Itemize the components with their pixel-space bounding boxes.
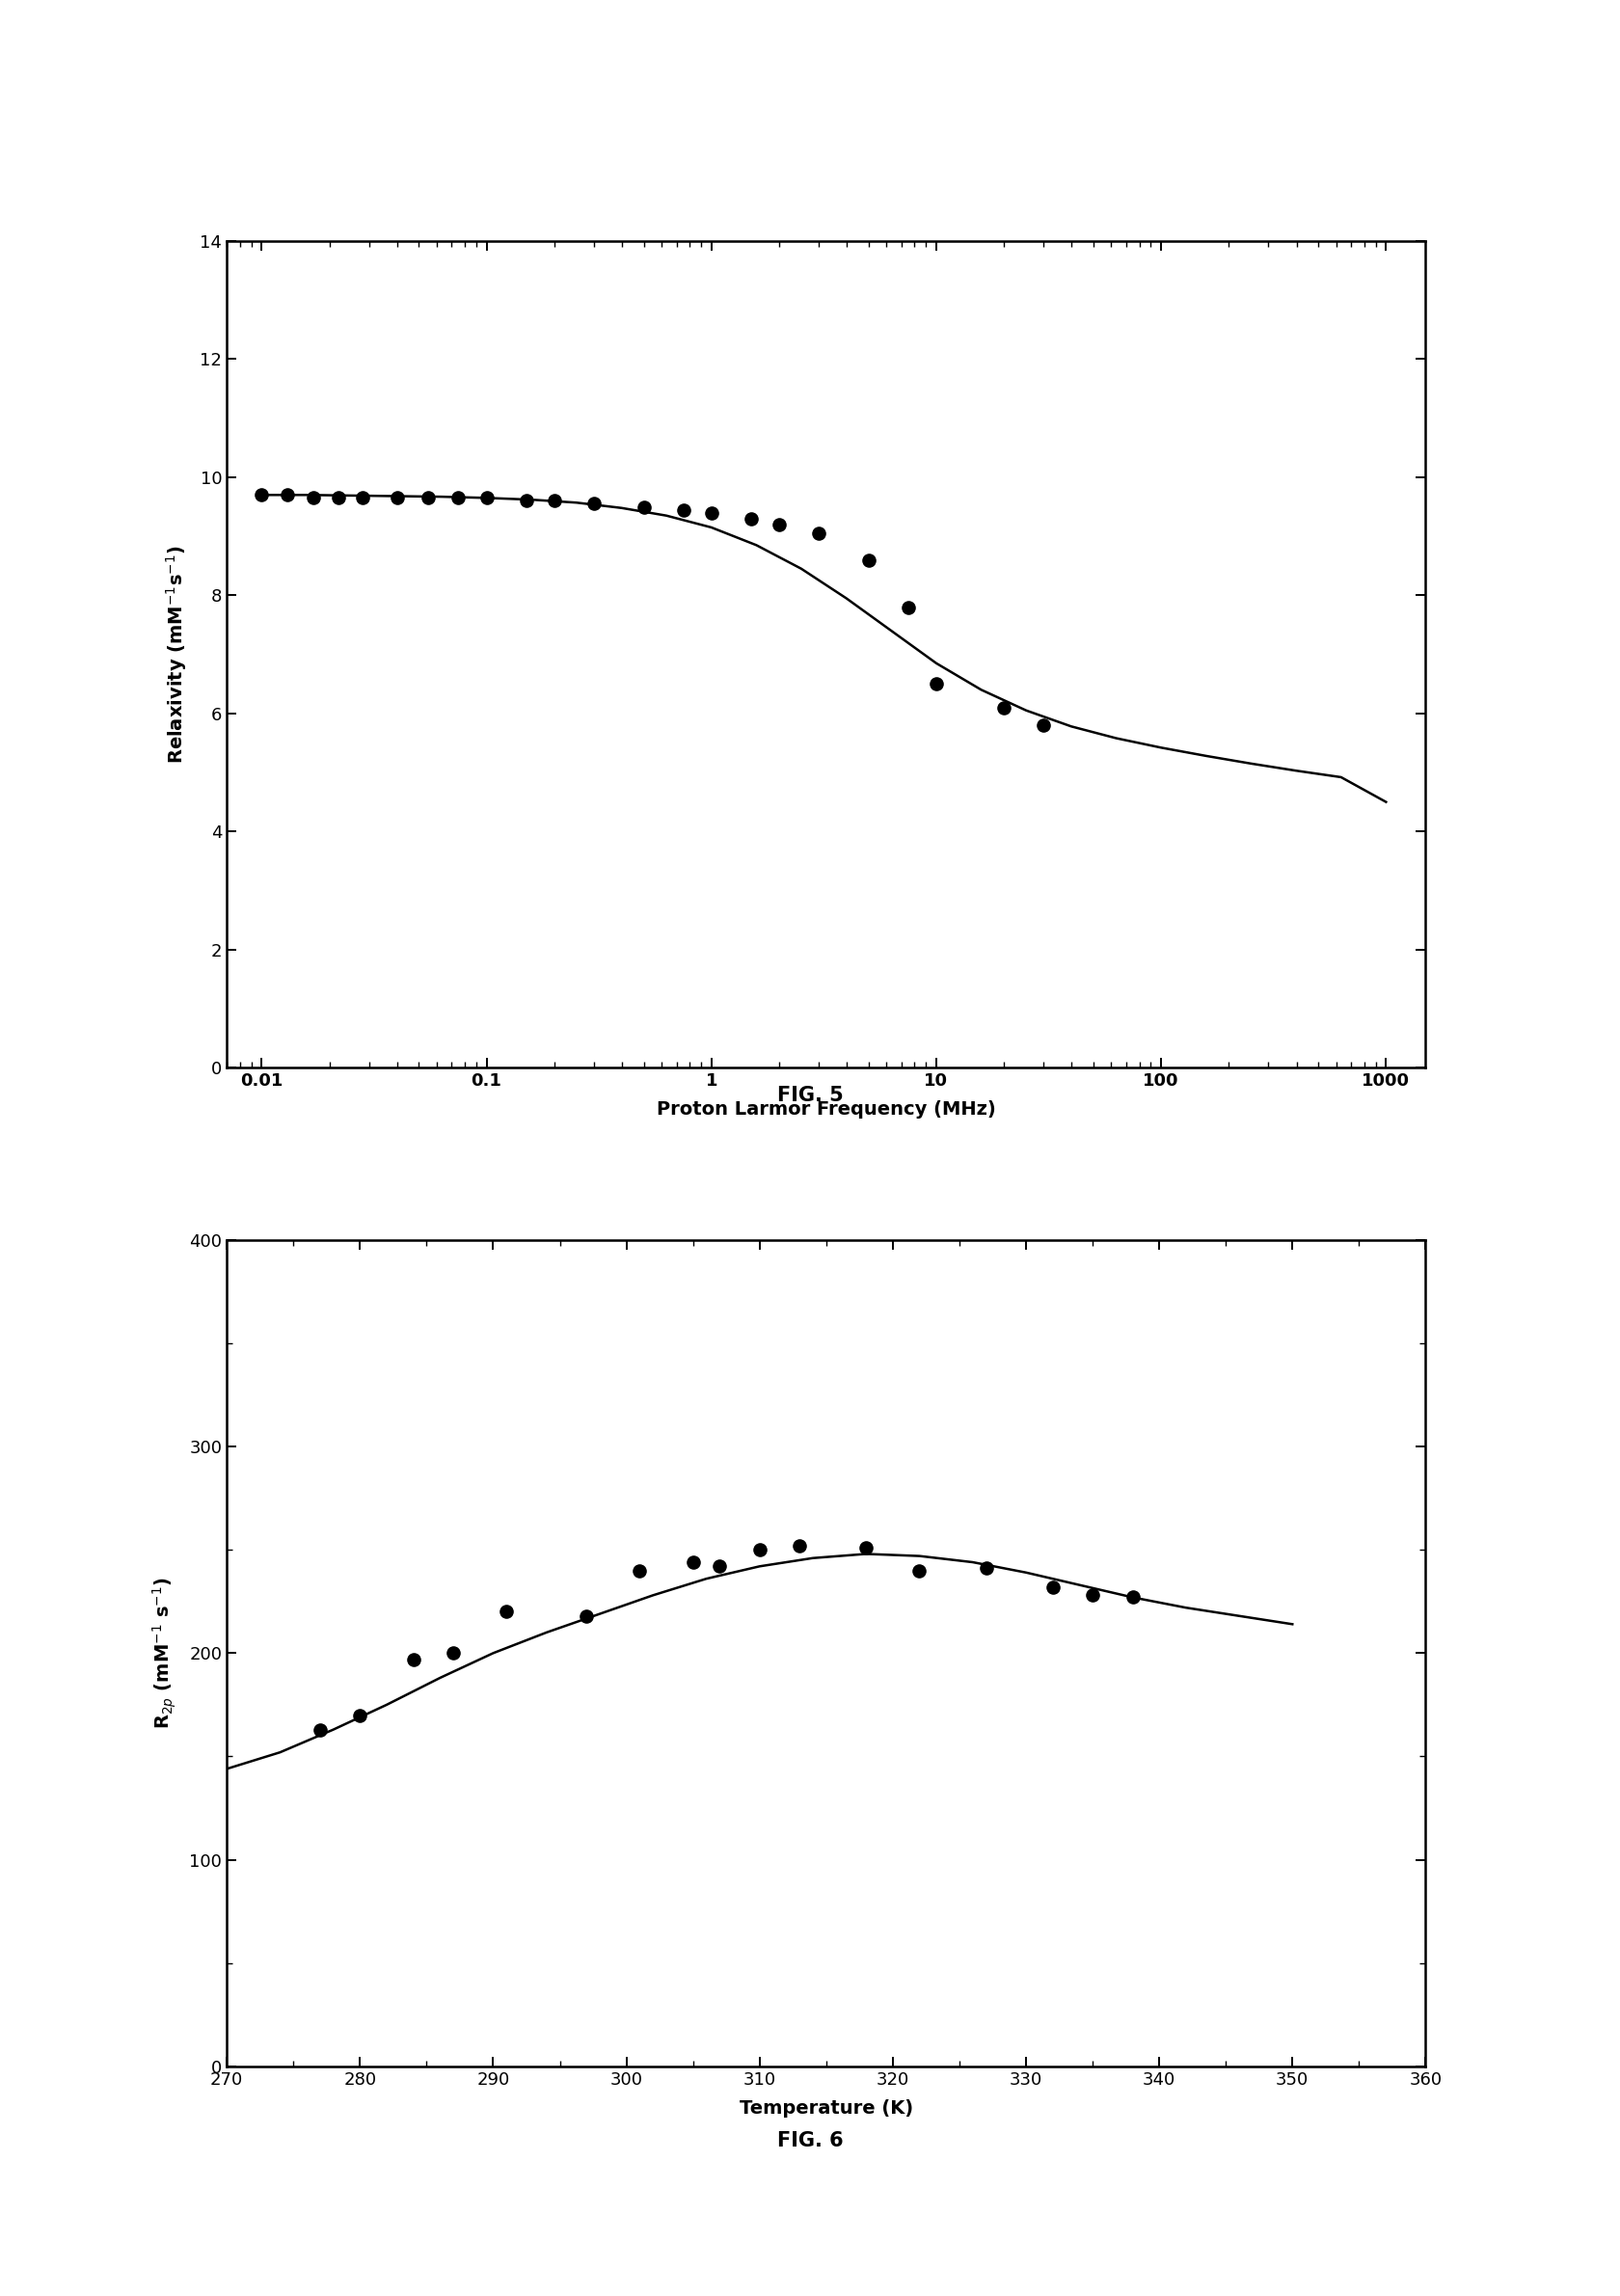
Point (907, 1552, 933, 1589)
Point (747, 1531, 773, 1568)
Point (300, 480, 326, 517)
Point (698, 494, 724, 530)
X-axis label: Temperature (K): Temperature (K) (739, 2099, 914, 2117)
Point (514, 482, 539, 519)
Point (855, 542, 881, 579)
Point (582, 484, 608, 521)
Point (1030, 707, 1056, 744)
Point (1119, 1580, 1145, 1616)
Point (326, 480, 352, 517)
Text: FIG. 5: FIG. 5 (778, 1086, 842, 1104)
Point (805, 514, 831, 551)
Point (473, 480, 499, 517)
Point (541, 482, 567, 519)
Point (706, 1548, 732, 1584)
Point (308, 1711, 334, 1747)
Point (441, 1635, 467, 1671)
Point (787, 1527, 813, 1564)
Point (384, 480, 410, 517)
Point (573, 1598, 599, 1635)
Point (680, 1543, 706, 1580)
Y-axis label: R$_{2p}$ (mM$^{-1}$ s$^{-1}$): R$_{2p}$ (mM$^{-1}$ s$^{-1}$) (151, 1577, 178, 1729)
Point (494, 1593, 520, 1630)
Point (627, 1552, 653, 1589)
Point (854, 1529, 880, 1566)
Point (249, 478, 275, 514)
Point (896, 588, 922, 625)
Point (974, 1550, 1000, 1587)
Point (274, 478, 300, 514)
Point (1040, 1568, 1066, 1605)
Point (415, 480, 441, 517)
Point (991, 689, 1017, 726)
Point (400, 1642, 426, 1678)
Point (1079, 1577, 1105, 1614)
Point (350, 480, 376, 517)
Y-axis label: Relaxivity (mM$^{-1}$s$^{-1}$): Relaxivity (mM$^{-1}$s$^{-1}$) (164, 544, 190, 765)
Point (671, 491, 697, 528)
Point (923, 666, 949, 703)
Point (630, 489, 656, 526)
Point (739, 501, 765, 537)
Point (347, 1697, 373, 1733)
X-axis label: Proton Larmor Frequency (MHz): Proton Larmor Frequency (MHz) (656, 1100, 996, 1118)
Point (446, 480, 471, 517)
Point (766, 505, 792, 542)
Text: FIG. 6: FIG. 6 (778, 2131, 842, 2149)
